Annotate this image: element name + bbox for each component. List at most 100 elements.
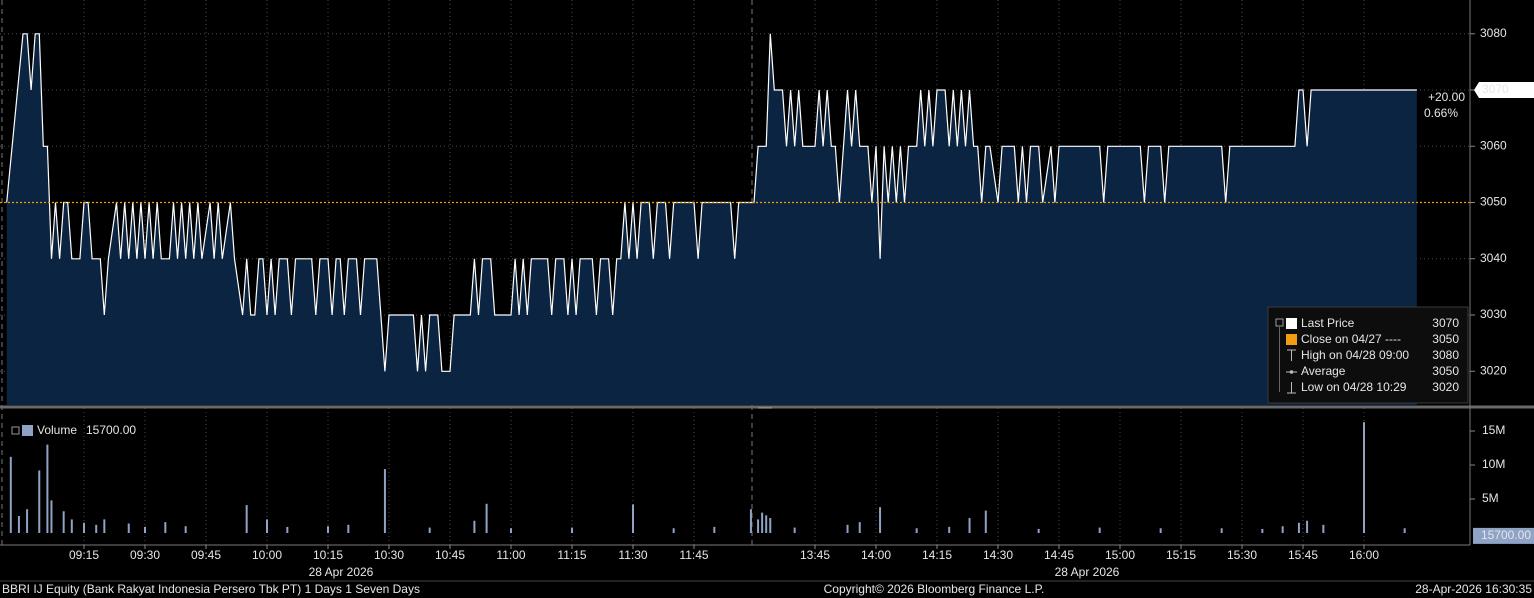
legend-label: Average [1301,364,1346,378]
volume-bar [571,527,573,533]
x-tick-label: 11:30 [618,548,647,562]
legend-icon-average-dot [1289,370,1294,374]
volume-bar [70,519,73,533]
volume-bar [1403,528,1406,533]
x-tick-label: 09:30 [130,548,160,562]
x-tick-label: 11:00 [496,548,525,562]
volume-bar [765,515,768,533]
footer-copyright: Copyright© 2026 Bloomberg Finance L.P. [824,582,1045,596]
volume-tag [1473,527,1534,544]
y-tick-label: 3080 [1480,26,1507,40]
volume-bar [1297,522,1300,533]
volume-bar [144,526,146,533]
volume-bar [858,522,861,533]
last-price-tag [1474,82,1534,98]
y-tick-label: 15M [1482,423,1505,437]
volume-bar [749,509,752,533]
footer-timestamp: 28-Apr-2026 16:30:35 [1415,582,1532,596]
volume-bar [1322,524,1325,533]
price-line [6,33,1417,372]
legend-value: 3020 [1432,380,1459,394]
footer-security: BBRI IJ Equity (Bank Rakyat Indonesia Pe… [2,582,420,596]
y-tick-label: 5M [1482,491,1499,505]
legend-collapse[interactable] [11,426,20,435]
volume-bar [1159,528,1162,533]
y-tick-label: 3030 [1480,307,1507,321]
x-tick-label: 14:45 [1044,548,1074,562]
volume-bar [62,511,65,533]
x-tick-label: 16:00 [1349,548,1379,562]
volume-bar [1363,422,1365,533]
volume-bar [428,527,431,533]
date-label: 28 Apr 2026 [1055,565,1120,579]
x-tick-label: 15:45 [1288,548,1318,562]
price-area [6,33,1417,406]
last-price-tag-label: 3070 [1482,82,1509,96]
volume-bar [50,500,53,533]
legend-swatch [1286,318,1297,329]
x-tick-label: 15:30 [1227,548,1257,562]
legend-value: 3070 [1432,316,1459,330]
volume-bar [473,520,476,533]
volume-bar [383,469,386,533]
x-tick-label: 13:45 [800,548,830,562]
volume-bar [948,526,951,533]
volume-bar [103,519,106,533]
volume-bar [286,526,289,533]
legend-swatch [1286,334,1297,345]
volume-legend: Volume 15700.00 [11,423,136,437]
legend-label: High on 04/28 09:00 [1301,348,1409,362]
volume-bar [184,526,187,533]
x-tick-label: 10:45 [435,548,465,562]
volume-bar [245,505,248,533]
volume-bar [672,528,675,533]
volume-bar [127,523,130,533]
volume-bar [347,524,350,533]
x-tick-label: 14:00 [861,548,891,562]
legend-box [1267,306,1469,404]
volume-bar [846,524,849,533]
legend-value: 3050 [1432,364,1459,378]
volume-bar [9,456,12,533]
x-tick-label: 11:15 [557,548,586,562]
legend-collapse[interactable] [1275,318,1284,327]
x-tick-label: 15:15 [1166,548,1196,562]
volume-bar [266,519,268,533]
volume-bar [632,504,634,533]
volume-tag-label: 15700.00 [1481,528,1531,542]
volume-bar [327,526,329,533]
volume-bar [38,470,41,533]
marks-layer [0,33,1470,533]
legend-swatch [22,425,33,436]
y-tick-label: 3060 [1480,138,1507,152]
x-tick-label: 10:30 [374,548,404,562]
volume-bar [1037,528,1040,533]
volume-bar [757,519,760,533]
y-tick-label: 3040 [1480,251,1507,265]
volume-bar [1261,528,1264,533]
volume-bar [793,527,796,533]
volume-bar [968,518,971,533]
volume-bar [713,526,716,533]
legend-icon-low [1287,382,1296,394]
volume-bar [17,516,20,533]
y-tick-label: 3050 [1480,195,1507,209]
volume-bar [26,509,29,533]
legend-value: 3050 [1432,332,1459,346]
volume-bar [915,528,918,533]
change-pct-label: 0.66% [1424,106,1458,120]
legend-label: Low on 04/28 10:29 [1301,380,1407,394]
legend-value: 3080 [1432,348,1459,362]
x-tick-label: 09:15 [69,548,99,562]
change-label: +20.00 [1428,90,1465,104]
legend-label: Volume [37,423,77,437]
volume-bar [1220,528,1223,533]
volume-bar [510,528,512,533]
x-tick-label: 09:45 [191,548,221,562]
volume-bar [485,503,488,533]
volume-bar [879,507,882,533]
y-tick-label: 3020 [1480,363,1507,377]
volume-bar [1098,527,1101,533]
x-tick-label: 11:45 [679,548,708,562]
